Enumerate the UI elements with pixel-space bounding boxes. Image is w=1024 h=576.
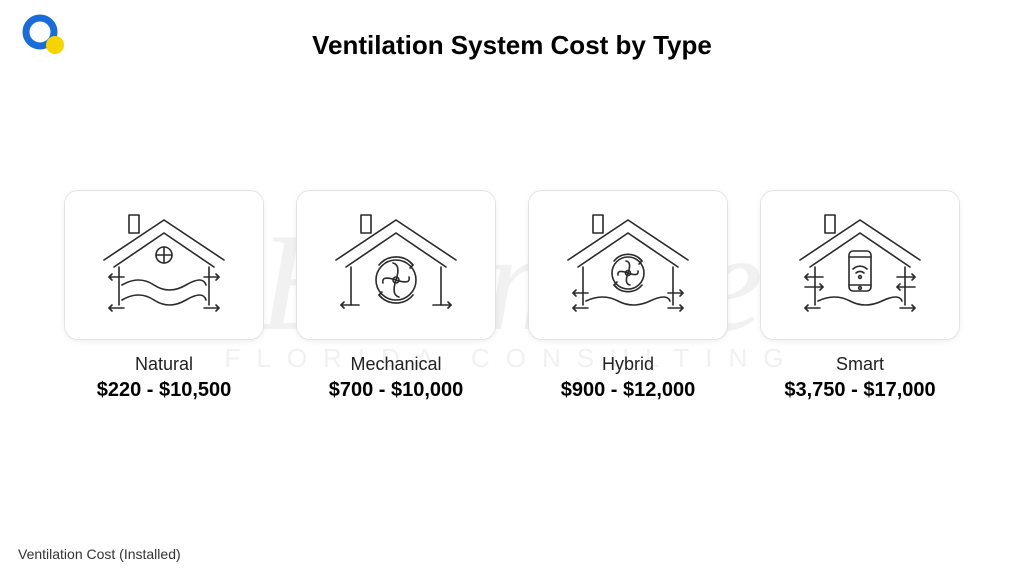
cards-row: Natural $220 - $10,500 xyxy=(0,190,1024,402)
card-hybrid-box xyxy=(528,190,728,340)
card-mechanical-label: Mechanical xyxy=(350,354,441,375)
card-mechanical-cost: $700 - $10,000 xyxy=(329,379,464,402)
page-title: Ventilation System Cost by Type xyxy=(0,30,1024,61)
house-mechanical-icon xyxy=(321,205,471,325)
card-smart-box xyxy=(760,190,960,340)
card-natural-box xyxy=(64,190,264,340)
card-hybrid: Hybrid $900 - $12,000 xyxy=(524,190,732,402)
card-natural-label: Natural xyxy=(135,354,193,375)
card-hybrid-label: Hybrid xyxy=(602,354,654,375)
house-hybrid-icon xyxy=(553,205,703,325)
card-hybrid-cost: $900 - $12,000 xyxy=(561,379,696,402)
card-natural-cost: $220 - $10,500 xyxy=(97,379,232,402)
house-smart-icon xyxy=(785,205,935,325)
card-mechanical: Mechanical $700 - $10,000 xyxy=(292,190,500,402)
house-natural-icon xyxy=(89,205,239,325)
footer-caption: Ventilation Cost (Installed) xyxy=(18,546,181,562)
card-smart-cost: $3,750 - $17,000 xyxy=(784,379,935,402)
card-natural: Natural $220 - $10,500 xyxy=(60,190,268,402)
card-smart: Smart $3,750 - $17,000 xyxy=(756,190,964,402)
card-mechanical-box xyxy=(296,190,496,340)
card-smart-label: Smart xyxy=(836,354,884,375)
